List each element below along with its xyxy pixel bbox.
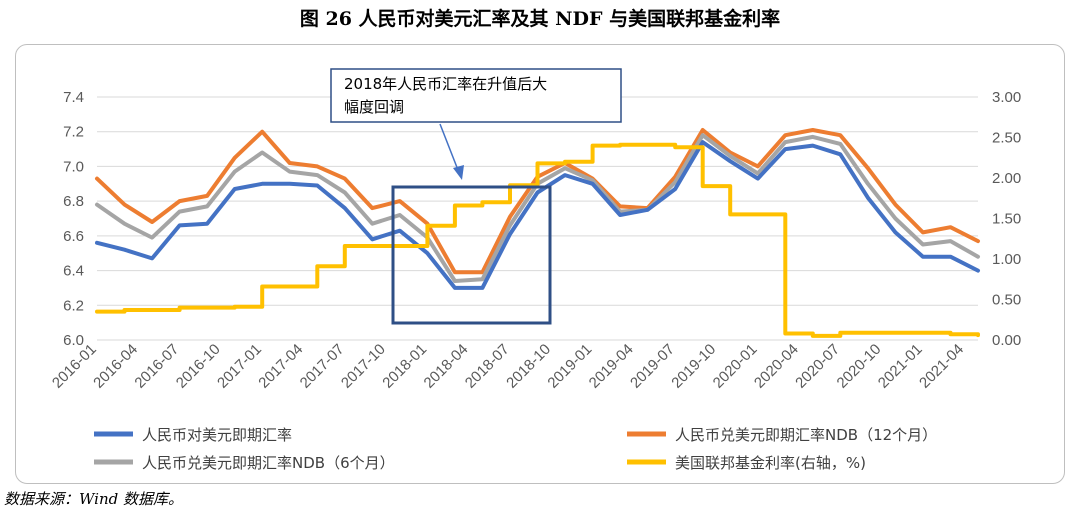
y-right-tick-label: 2.00 [992,170,1021,187]
x-tick-label: 2018-10 [503,341,554,392]
legend-label-ndf6: 人民币兑美元即期汇率NDB（6个月） [142,454,395,472]
x-tick-label: 2017-10 [338,341,389,392]
y-axis-left-labels: 6.0 6.2 6.4 6.6 6.8 7.0 7.2 7.4 [63,89,84,349]
x-tick-label: 2019-04 [586,341,637,392]
annotation-arrowhead [453,165,464,180]
x-tick-label: 2018-01 [379,341,430,392]
x-tick-label: 2016-04 [90,341,141,392]
chart-svg: 6.0 6.2 6.4 6.6 6.8 7.0 7.2 7.4 0.00 0.50 1.00 1.5… [49,68,1021,472]
y-left-tick-label: 6.0 [63,332,84,349]
x-axis-labels: 2016-012016-042016-072016-102017-012017-… [49,341,967,392]
x-tick-label: 2020-07 [792,341,843,392]
y-right-tick-label: 0.50 [992,292,1021,309]
y-right-tick-label: 1.50 [992,211,1021,228]
y-left-tick-label: 6.6 [63,228,84,245]
y-left-tick-label: 6.4 [63,263,84,280]
chart-frame [15,44,1065,484]
x-tick-label: 2019-07 [627,341,678,392]
highlight-box [391,185,552,325]
x-tick-label: 2019-01 [544,341,595,392]
annotation-line-2: 幅度回调 [344,98,404,116]
y-left-tick-label: 6.2 [63,297,84,314]
series-line-0 [95,140,980,290]
y-left-tick-label: 7.4 [63,89,84,106]
y-right-tick-label: 1.00 [992,251,1021,268]
legend: 人民币对美元即期汇率 人民币兑美元即期汇率NDB（12个月） 人民币兑美元即期汇… [94,426,937,472]
x-tick-label: 2020-04 [751,341,802,392]
y-right-tick-label: 3.00 [992,89,1021,106]
y-right-tick-label: 0.00 [992,332,1021,349]
x-tick-label: 2021-01 [875,341,926,392]
x-tick-label: 2021-04 [916,341,967,392]
x-tick-label: 2018-07 [462,341,513,392]
annotation-arrow [439,123,459,171]
data-source: 数据来源：Wind 数据库。 [4,490,183,508]
x-tick-label: 2018-04 [421,341,472,392]
y-axis-right-labels: 0.00 0.50 1.00 1.50 2.00 2.50 3.00 [992,89,1021,349]
x-tick-label: 2017-07 [297,341,348,392]
legend-label-spot: 人民币对美元即期汇率 [142,426,292,444]
chart-title: 图 26 人民币对美元汇率及其 NDF 与美国联邦基金利率 [299,8,781,30]
y-right-tick-label: 2.50 [992,130,1021,147]
x-tick-label: 2019-10 [668,341,719,392]
annotation-box [330,68,622,123]
x-tick-label: 2017-01 [214,341,265,392]
x-tick-label: 2017-04 [255,341,306,392]
annotation-line-1: 2018年人民币汇率在升值后大 [344,75,547,93]
y-left-tick-label: 6.8 [63,193,84,210]
x-tick-label: 2016-10 [173,341,224,392]
y-left-tick-label: 7.0 [63,158,84,175]
grid-lines [97,96,978,341]
legend-label-fed: 美国联邦基金利率(右轴，%) [675,454,866,472]
x-tick-label: 2020-10 [834,341,885,392]
legend-label-ndf12: 人民币兑美元即期汇率NDB（12个月） [675,426,937,444]
x-tick-label: 2020-01 [710,341,761,392]
series-line-3 [95,142,980,338]
y-left-tick-label: 7.2 [63,124,84,141]
series-line-2 [95,133,980,283]
x-tick-label: 2016-07 [131,341,182,392]
series-lines [95,128,980,338]
